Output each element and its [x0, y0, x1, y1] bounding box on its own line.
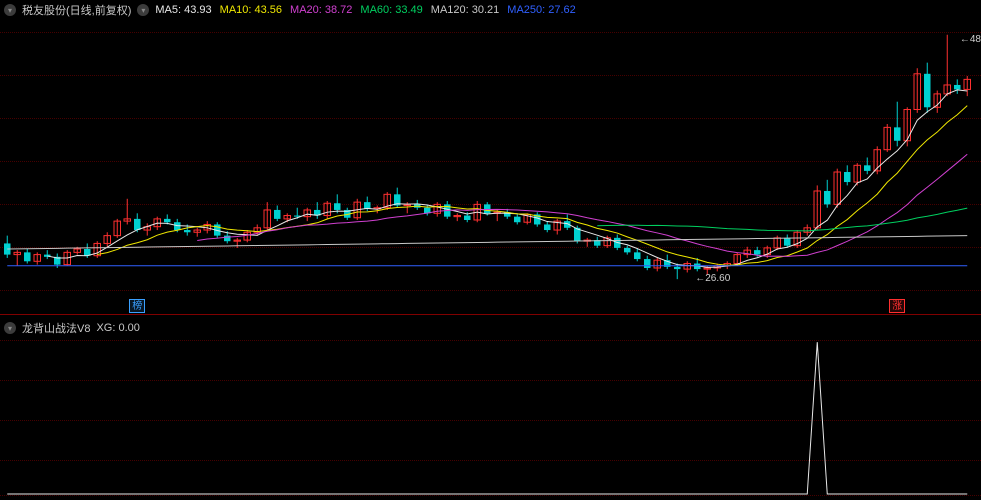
sub-indicator-layer	[0, 315, 981, 500]
ma-label-ma20: MA20: 38.72	[290, 4, 352, 16]
ma-label-ma250: MA250: 27.62	[507, 4, 576, 16]
low-price-annotation: ←26.60	[695, 273, 730, 284]
ma-label-ma5: MA5: 43.93	[155, 4, 211, 16]
ma-indicator-row: MA5: 43.93 MA10: 43.56 MA20: 38.72 MA60: 33…	[155, 4, 583, 16]
sub-indicator-value-label: XG: 0.00	[96, 322, 139, 334]
stock-title: 税友股份(日线,前复权)	[22, 2, 131, 18]
main-chart-header: ▾ 税友股份(日线,前复权) ▾ MA5: 43.93MA10: 43.56MA…	[4, 2, 584, 18]
sub-indicator-name: 龙背山战法V8	[22, 320, 90, 336]
chevron-down-icon[interactable]: ▾	[4, 4, 16, 16]
sub-indicator-panel[interactable]	[0, 315, 981, 500]
ma-label-ma10: MA10: 43.56	[220, 4, 282, 16]
chevron-down-icon[interactable]: ▾	[4, 322, 16, 334]
event-marker[interactable]: 涨	[889, 299, 905, 313]
ma-lines-layer	[0, 0, 981, 315]
sub-indicator-header: ▾ 龙背山战法V8 XG: 0.00	[4, 320, 140, 336]
ma-label-ma60: MA60: 33.49	[360, 4, 422, 16]
right-edge-price: ←48	[960, 34, 981, 45]
ma-label-ma120: MA120: 30.21	[431, 4, 500, 16]
stock-chart-container: ▾ 税友股份(日线,前复权) ▾ MA5: 43.93MA10: 43.56MA…	[0, 0, 981, 500]
main-candlestick-panel[interactable]: ←26.60 ←48 榜 涨	[0, 0, 981, 315]
event-marker[interactable]: 榜	[129, 299, 145, 313]
collapse-icon[interactable]: ▾	[137, 4, 149, 16]
